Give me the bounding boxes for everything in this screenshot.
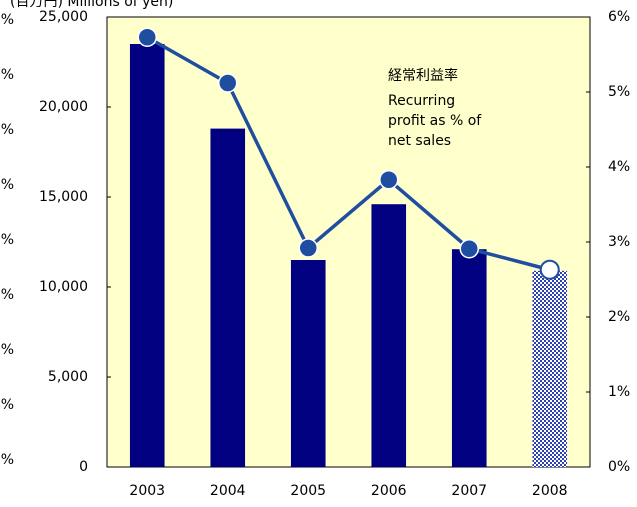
- x-tick-label: 2004: [210, 483, 246, 499]
- y3-tick-label: 0%: [0, 452, 14, 468]
- y3-tick-label: 8%: [0, 12, 14, 28]
- annotation: profit as % of: [388, 113, 482, 129]
- line-marker: [218, 73, 238, 93]
- y2-tick-label: 6%: [608, 9, 630, 25]
- x-tick-label: 2003: [129, 483, 165, 499]
- line-marker: [137, 27, 157, 47]
- y3-tick-label: 7%: [0, 67, 14, 83]
- bar: [210, 128, 246, 467]
- annotation: net sales: [388, 133, 451, 149]
- line-marker: [379, 170, 399, 190]
- y3-tick-label: 5%: [0, 177, 14, 193]
- bar: [290, 260, 326, 467]
- annotation: Recurring: [388, 93, 455, 109]
- x-tick-label: 2007: [451, 483, 487, 499]
- bar: [371, 204, 407, 467]
- y3-tick-label: 2%: [0, 342, 14, 358]
- y3-tick-label: 1%: [0, 397, 14, 413]
- line-marker: [459, 239, 479, 259]
- y2-tick-label: 4%: [608, 159, 630, 175]
- y-tick-label: 15,000: [39, 189, 88, 205]
- y3-tick-label: 6%: [0, 122, 14, 138]
- x-tick-label: 2006: [371, 483, 407, 499]
- plot-area: [106, 16, 591, 468]
- y2-tick-label: 0%: [608, 459, 630, 475]
- y2-tick-label: 2%: [608, 309, 630, 325]
- y3-tick-label: 4%: [0, 232, 14, 248]
- y2-tick-label: 1%: [608, 384, 630, 400]
- y-tick-label: 0: [79, 459, 88, 475]
- y3-tick-label: 3%: [0, 287, 14, 303]
- y-tick-label: 25,000: [39, 9, 88, 25]
- x-tick-label: 2005: [290, 483, 326, 499]
- bar: [451, 249, 487, 467]
- y2-tick-label: 3%: [608, 234, 630, 250]
- y-tick-label: 20,000: [39, 99, 88, 115]
- bar: [532, 270, 568, 467]
- y2-tick-label: 5%: [608, 84, 630, 100]
- line-marker: [298, 238, 318, 258]
- bar: [129, 44, 165, 467]
- line-marker: [539, 259, 560, 280]
- annotation: 経常利益率: [388, 67, 458, 84]
- x-tick-label: 2008: [532, 483, 568, 499]
- line: [146, 35, 551, 272]
- y-axis-title: (百万円) Millions of yen): [10, 0, 173, 10]
- y-tick-label: 10,000: [39, 279, 88, 295]
- y-tick-label: 5,000: [48, 369, 88, 385]
